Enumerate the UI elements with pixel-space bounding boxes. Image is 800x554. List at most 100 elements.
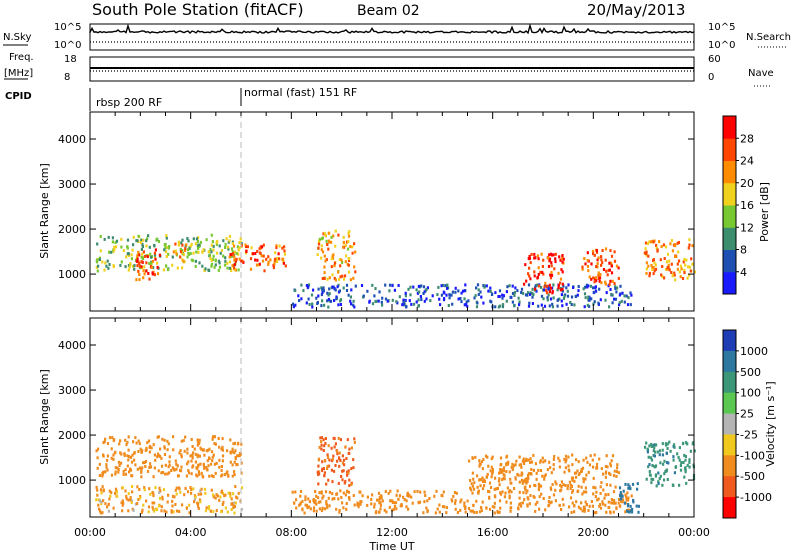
vel-cell bbox=[688, 460, 691, 464]
vel-cell bbox=[146, 441, 149, 445]
vel-cell bbox=[217, 437, 220, 440]
vel-cell bbox=[393, 504, 397, 508]
power-cell bbox=[331, 285, 334, 289]
power-cell bbox=[275, 246, 278, 250]
vel-cell bbox=[130, 460, 134, 464]
vel-cell bbox=[571, 463, 574, 467]
power-cell bbox=[337, 270, 340, 274]
power-cell bbox=[604, 298, 607, 302]
power-cell bbox=[108, 250, 111, 254]
power-cell bbox=[194, 242, 197, 246]
power-cell bbox=[547, 293, 550, 297]
vel-cell bbox=[357, 505, 360, 509]
vel-cell bbox=[677, 455, 680, 459]
vel-cell bbox=[171, 499, 174, 503]
power-cell bbox=[339, 303, 342, 306]
vel-cell bbox=[232, 470, 236, 474]
vel-cell bbox=[229, 451, 232, 455]
vel-cell bbox=[138, 466, 141, 470]
power-cell bbox=[454, 290, 457, 294]
vel-cell bbox=[515, 459, 518, 463]
vel-cell bbox=[291, 490, 294, 494]
power-colorbar-swatch bbox=[723, 138, 736, 161]
power-cell bbox=[537, 257, 540, 261]
power-cell bbox=[691, 244, 694, 248]
vel-cell bbox=[568, 469, 571, 473]
vel-cell bbox=[97, 503, 100, 507]
power-cell bbox=[347, 257, 350, 260]
vel-cell bbox=[212, 493, 215, 497]
power-cell bbox=[581, 267, 584, 271]
power-cell bbox=[329, 299, 333, 303]
vel-cell bbox=[663, 459, 666, 463]
power-cell bbox=[153, 251, 156, 255]
vel-cell bbox=[584, 477, 587, 481]
power-cell bbox=[532, 293, 535, 297]
power-cell bbox=[136, 257, 139, 261]
vel-cell bbox=[197, 506, 200, 510]
power-cell bbox=[184, 248, 187, 252]
vel-cell bbox=[335, 492, 338, 496]
cpid-mode-1: rbsp 200 RF bbox=[96, 96, 162, 109]
power-cell bbox=[150, 266, 153, 269]
power-cell bbox=[546, 298, 549, 302]
vel-cell bbox=[619, 494, 622, 497]
vel-cell bbox=[529, 457, 532, 461]
vel-cell bbox=[152, 494, 155, 498]
velocity-colorbar-swatch bbox=[723, 371, 736, 394]
power-cell bbox=[618, 303, 621, 307]
vel-cell bbox=[112, 453, 115, 457]
vel-cell bbox=[542, 497, 545, 500]
nsearch-label: N.Search bbox=[746, 32, 791, 43]
vel-cell bbox=[133, 458, 136, 462]
power-cell bbox=[595, 249, 598, 253]
vel-cell bbox=[122, 473, 125, 476]
power-cell bbox=[526, 291, 530, 295]
vel-cell bbox=[378, 498, 381, 502]
vel-cell bbox=[507, 460, 510, 464]
vel-cell bbox=[199, 500, 202, 504]
vel-cell bbox=[240, 486, 244, 490]
power-cell bbox=[111, 240, 114, 244]
velocity-colorbar-frame bbox=[722, 329, 737, 519]
power-cell bbox=[325, 258, 328, 262]
vel-cell bbox=[161, 497, 164, 501]
vel-cell bbox=[540, 492, 543, 496]
vel-cell bbox=[240, 461, 243, 465]
power-cell bbox=[196, 240, 199, 243]
power-cell bbox=[561, 270, 564, 274]
power-cell bbox=[328, 299, 331, 303]
power-cell bbox=[620, 299, 623, 303]
vel-cell bbox=[612, 490, 616, 494]
power-cell bbox=[254, 252, 257, 255]
vel-cell bbox=[491, 505, 494, 509]
vel-cell bbox=[312, 509, 315, 513]
power-cell bbox=[294, 303, 297, 307]
power-cell bbox=[343, 274, 347, 278]
vel-cell bbox=[595, 511, 598, 514]
vel-cell bbox=[190, 472, 193, 476]
vel-cell bbox=[627, 508, 630, 512]
vel-cell bbox=[232, 442, 235, 446]
power-cell bbox=[549, 276, 553, 280]
power-cell bbox=[417, 304, 420, 308]
power-cell bbox=[682, 260, 685, 264]
vel-cell bbox=[109, 494, 112, 498]
vel-cell bbox=[685, 481, 688, 485]
power-cell bbox=[668, 259, 671, 263]
power-colorbar-label: Power [dB] bbox=[758, 182, 771, 242]
vel-cell bbox=[96, 488, 99, 492]
vel-cell bbox=[230, 502, 233, 506]
power-cell bbox=[597, 256, 600, 260]
vel-cell bbox=[580, 501, 583, 505]
power-cell bbox=[327, 297, 330, 301]
power-cell bbox=[345, 254, 348, 258]
power-cell bbox=[604, 258, 607, 262]
power-cell bbox=[560, 299, 563, 303]
vel-cell bbox=[132, 440, 135, 444]
power-cell bbox=[474, 294, 477, 298]
power-cell bbox=[540, 303, 543, 307]
vel-cell bbox=[137, 450, 140, 453]
power-cell bbox=[407, 287, 410, 291]
vel-cell bbox=[334, 442, 337, 446]
